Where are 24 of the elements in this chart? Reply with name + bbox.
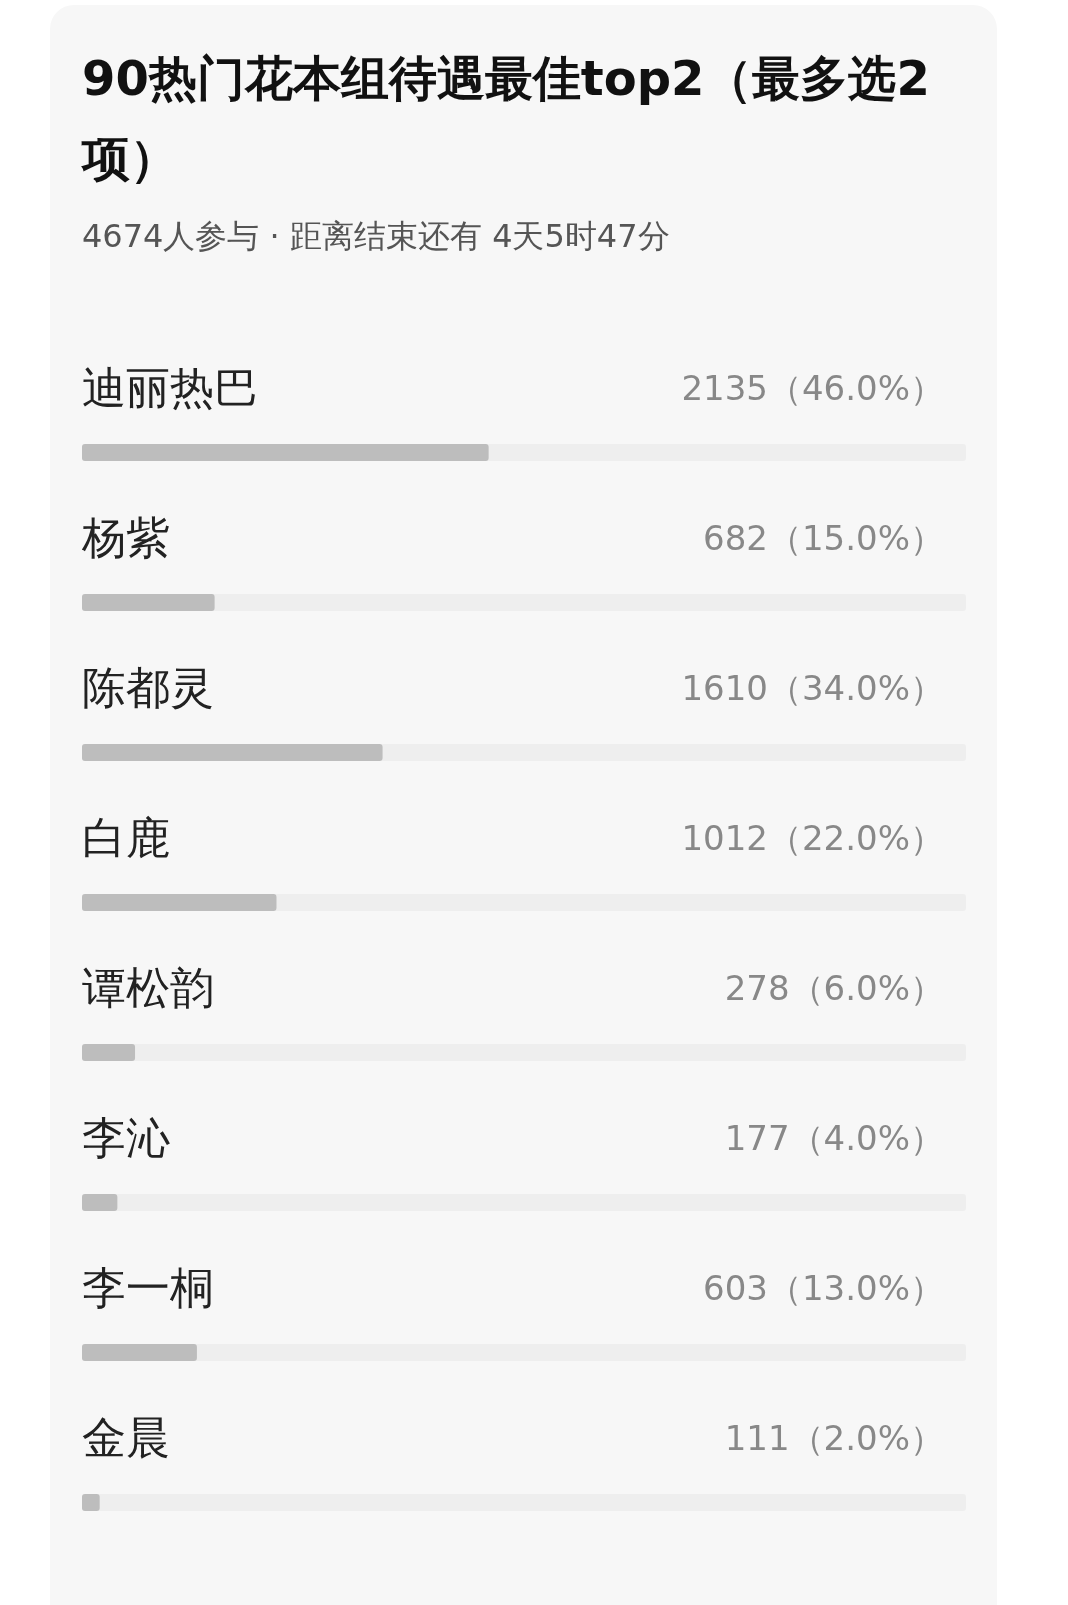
y-tick-label: 李沁	[82, 1111, 170, 1163]
data-label: 1012（22.0%）	[681, 818, 944, 858]
data-label: 682（15.0%）	[703, 518, 944, 558]
bar	[82, 1044, 136, 1061]
data-label: 603（13.0%）	[703, 1268, 944, 1308]
bar	[82, 1194, 118, 1211]
y-tick-label: 迪丽热巴	[82, 361, 258, 413]
bar	[82, 1344, 197, 1361]
y-tick-label: 杨紫	[81, 511, 170, 563]
bar	[82, 894, 277, 911]
bar	[82, 1494, 100, 1511]
chart-title: 90热门花本组待遇最佳top2（最多选2项）	[82, 49, 931, 188]
data-label: 278（6.0%）	[724, 968, 944, 1008]
bar	[82, 594, 215, 611]
data-label: 177（4.0%）	[724, 1118, 944, 1158]
y-tick-label: 李一桐	[82, 1261, 214, 1313]
y-tick-label: 谭松韵	[82, 961, 214, 1013]
chart-subtitle: 4674人参与 · 距离结束还有 4天5时47分	[82, 216, 670, 257]
data-label: 111（2.0%）	[724, 1418, 944, 1458]
y-tick-label: 陈都灵	[82, 661, 214, 713]
data-label: 1610（34.0%）	[681, 668, 944, 708]
y-tick-label: 金晨	[82, 1411, 170, 1463]
y-tick-label: 白鹿	[82, 811, 170, 863]
data-label: 2135（46.0%）	[681, 368, 944, 408]
